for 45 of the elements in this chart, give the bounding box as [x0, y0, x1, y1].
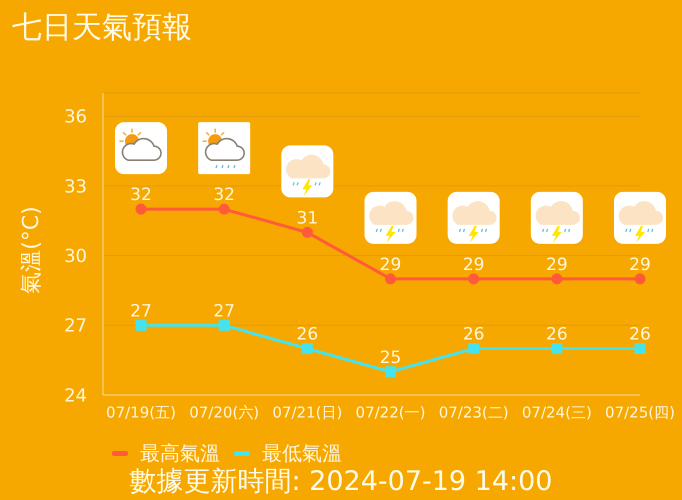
point — [136, 320, 146, 331]
legend-label: 最高氣溫 — [140, 440, 220, 466]
x-tick-label: 07/20(六) — [189, 404, 260, 422]
text: 數據更新時間: 2024-07-19 14:00 — [130, 466, 552, 497]
data-label: 27 — [130, 301, 152, 322]
point — [385, 273, 396, 284]
y-tick-label: 33 — [64, 176, 87, 198]
data-label: 29 — [546, 254, 568, 275]
point — [468, 343, 480, 354]
y-tick-label: 24 — [64, 385, 87, 406]
y-axis-title: 氣溫(°C) — [19, 206, 45, 294]
point — [634, 273, 646, 284]
point — [551, 273, 562, 284]
point — [551, 343, 562, 354]
data-label: 26 — [296, 324, 318, 345]
data-label: 25 — [380, 348, 402, 368]
point — [302, 226, 313, 238]
x-tick-label: 07/23(二) — [438, 404, 509, 422]
x-tick-label: 07/21(日) — [272, 404, 342, 422]
data-label: 29 — [629, 254, 651, 275]
data-label: 29 — [380, 254, 402, 275]
point — [136, 204, 146, 215]
data-label: 27 — [213, 301, 235, 322]
point — [218, 320, 230, 331]
point — [468, 273, 480, 284]
data-label: 29 — [462, 254, 484, 275]
chart-title: 七日天氣預報 — [12, 10, 192, 46]
data-label: 32 — [213, 185, 235, 206]
x-tick-label: 07/24(三) — [522, 404, 592, 422]
legend-label: 最低氣溫 — [262, 440, 342, 466]
y-tick-label: 30 — [64, 246, 87, 268]
x-tick-label: 07/25(四) — [605, 404, 675, 422]
y-tick-label: 36 — [64, 106, 87, 128]
data-label: 31 — [296, 208, 318, 228]
y-tick-label: 27 — [64, 316, 87, 337]
point — [218, 204, 230, 215]
data-label: 26 — [462, 324, 484, 345]
data-label: 26 — [546, 324, 568, 345]
x-tick-label: 07/22(一) — [356, 404, 426, 422]
data-label: 26 — [629, 324, 651, 345]
x-tick-label: 07/19(五) — [106, 404, 176, 422]
point — [385, 366, 396, 378]
point — [302, 343, 313, 354]
point — [634, 343, 646, 354]
data-label: 32 — [130, 185, 152, 206]
